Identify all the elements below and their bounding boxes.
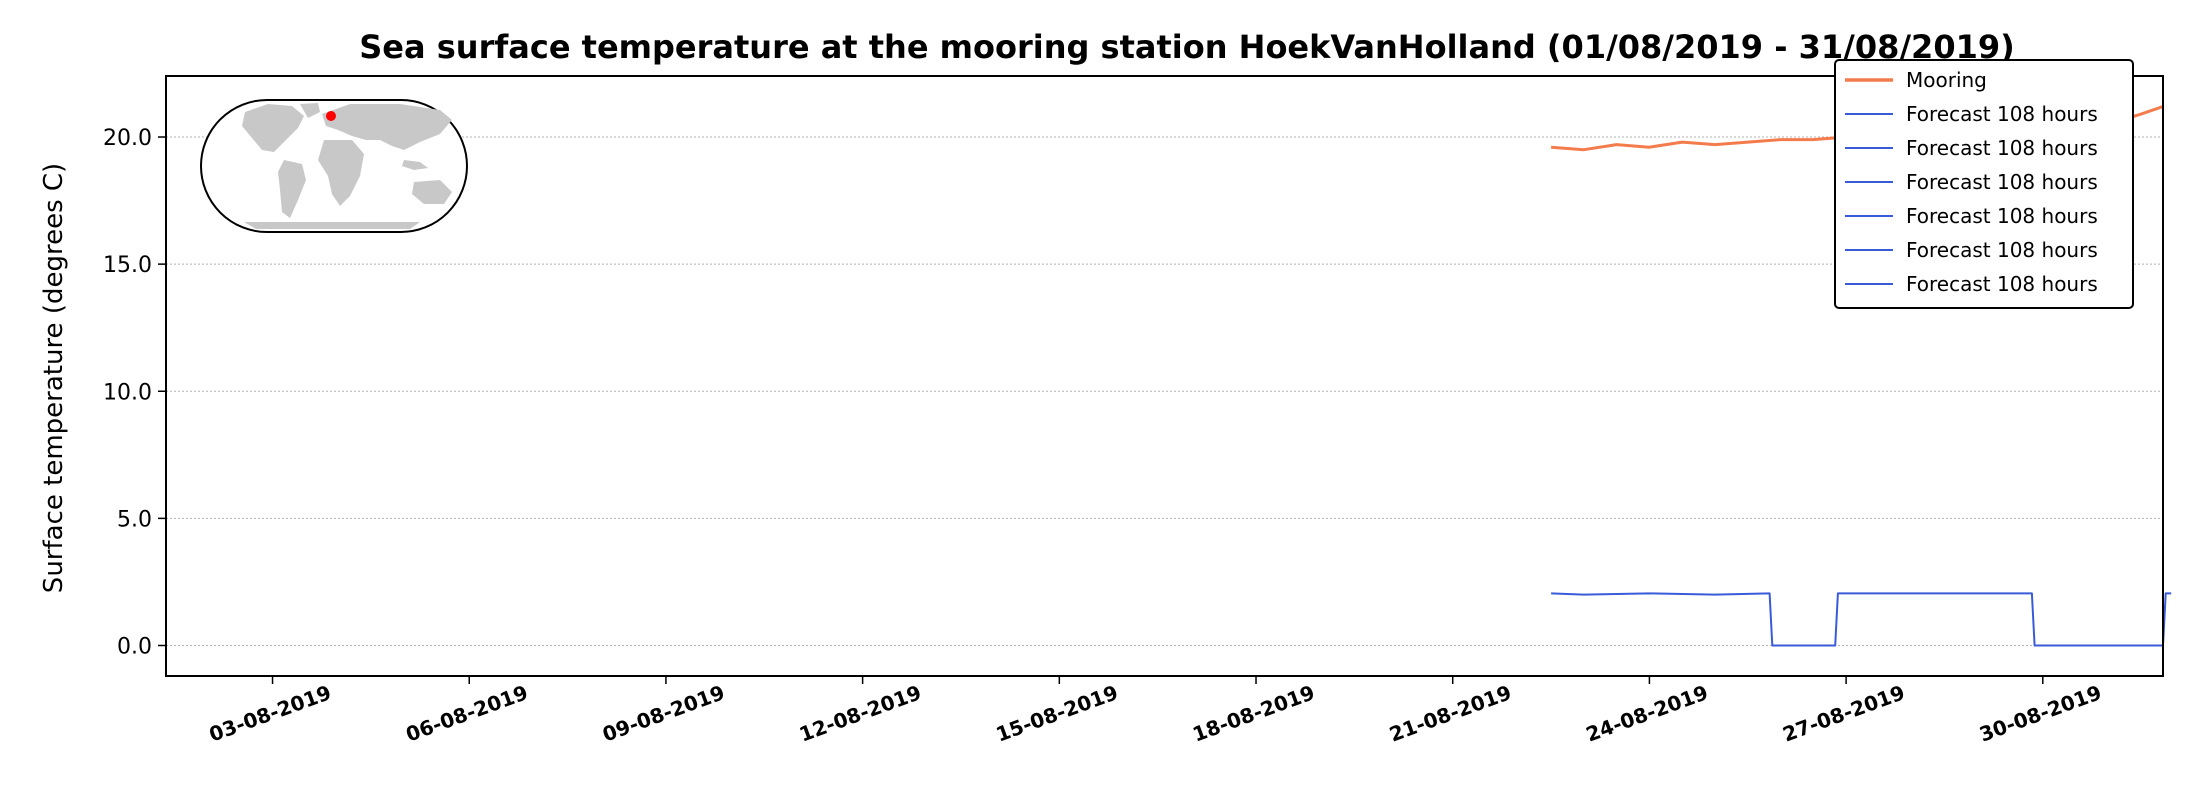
y-axis: 0.0 5.0 10.0 15.0 20.0 [103,126,166,659]
legend-label: Forecast 108 hours [1906,238,2098,262]
y-tick-label: 15.0 [103,253,152,278]
y-axis-label: Surface temperature (degrees C) [39,163,69,593]
x-tick-label: 21-08-2019 [1386,680,1514,746]
legend-label: Forecast 108 hours [1906,102,2098,126]
x-tick-label: 12-08-2019 [796,680,924,746]
legend-box [1834,59,2134,309]
legend-label: Forecast 108 hours [1906,170,2098,194]
y-tick-label: 10.0 [103,380,152,405]
legend-label: Forecast 108 hours [1906,204,2098,228]
legend-label: Mooring [1906,68,1987,92]
x-tick-label: 24-08-2019 [1583,680,1711,746]
x-tick-label: 15-08-2019 [993,680,1121,746]
x-axis: 03-08-2019 06-08-2019 09-08-2019 12-08-2019… [206,676,2105,747]
x-tick-label: 30-08-2019 [1976,680,2104,746]
series-line-forecast [1551,592,2172,647]
x-tick-label: 03-08-2019 [206,680,334,746]
x-tick-label: 06-08-2019 [403,680,531,746]
legend-label: Forecast 108 hours [1906,272,2098,296]
legend: Mooring Forecast 108 hours Forecast 108 ho… [1834,59,2134,309]
x-tick-label: 09-08-2019 [599,680,727,746]
plot-area-frame [165,75,2164,677]
y-tick-label: 5.0 [117,507,152,532]
y-tick-label: 0.0 [117,634,152,659]
station-marker-icon [326,111,336,121]
legend-label: Forecast 108 hours [1906,136,2098,160]
y-tick-label: 20.0 [103,126,152,151]
x-tick-label: 18-08-2019 [1189,680,1317,746]
chart-title: Sea surface temperature at the mooring s… [359,28,2014,66]
x-tick-label: 27-08-2019 [1779,680,1907,746]
world-map-inset-icon [200,99,468,233]
